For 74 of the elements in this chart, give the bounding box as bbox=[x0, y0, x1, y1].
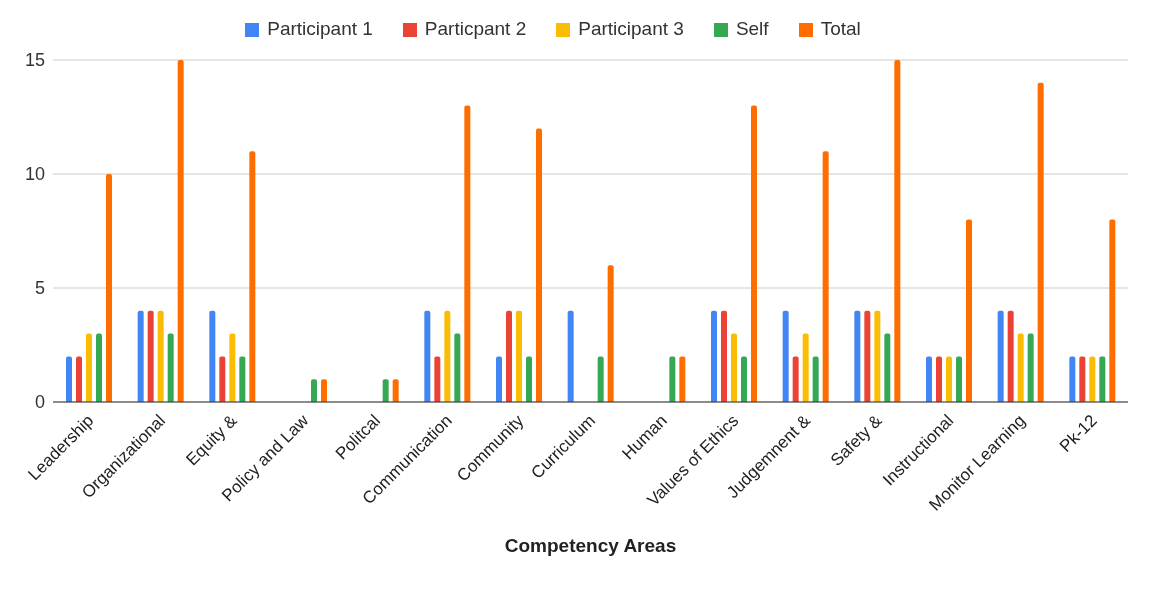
bar bbox=[1109, 219, 1116, 402]
bar bbox=[1017, 333, 1024, 402]
bar bbox=[106, 174, 112, 402]
bar bbox=[782, 310, 789, 402]
bar bbox=[76, 356, 82, 402]
bar bbox=[864, 310, 871, 402]
y-tick-label: 15 bbox=[24, 50, 45, 71]
bar bbox=[311, 379, 317, 402]
bar bbox=[997, 310, 1004, 402]
bar bbox=[956, 356, 962, 402]
bar bbox=[526, 356, 532, 402]
bar bbox=[1027, 333, 1034, 402]
bar bbox=[219, 356, 226, 402]
bar bbox=[66, 356, 72, 402]
bar bbox=[167, 333, 174, 402]
bar bbox=[926, 356, 932, 402]
bar bbox=[1079, 356, 1086, 402]
bar bbox=[1007, 310, 1014, 402]
bar bbox=[802, 333, 809, 402]
bar bbox=[936, 356, 942, 402]
bar bbox=[506, 310, 512, 402]
bar bbox=[751, 105, 757, 402]
bar bbox=[679, 356, 686, 402]
bar bbox=[464, 105, 471, 402]
bar bbox=[382, 379, 389, 402]
bar bbox=[946, 356, 952, 402]
bar bbox=[1069, 356, 1076, 402]
bar bbox=[792, 356, 799, 402]
x-axis-title: Competency Areas bbox=[504, 535, 677, 556]
bar bbox=[884, 333, 891, 402]
bar bbox=[147, 310, 154, 402]
y-tick-label: 10 bbox=[24, 164, 45, 185]
bar bbox=[966, 219, 972, 402]
legend-label: Particpant 2 bbox=[424, 18, 527, 39]
bar bbox=[321, 379, 327, 402]
bar bbox=[249, 151, 256, 402]
bar bbox=[731, 333, 737, 402]
bar bbox=[741, 356, 747, 402]
legend-label: Self bbox=[735, 18, 769, 39]
bar bbox=[567, 310, 574, 402]
bar bbox=[239, 356, 246, 402]
bar bbox=[894, 60, 901, 402]
bar bbox=[874, 310, 881, 402]
legend-label: Participant 3 bbox=[578, 18, 684, 39]
legend-label: Total bbox=[820, 18, 861, 39]
bar bbox=[229, 333, 236, 402]
bar bbox=[536, 128, 542, 402]
bar bbox=[597, 356, 604, 402]
bar bbox=[1099, 356, 1106, 402]
bar bbox=[209, 310, 216, 402]
bar bbox=[444, 310, 451, 402]
y-tick-label: 0 bbox=[34, 392, 45, 413]
bar bbox=[96, 333, 102, 402]
bar bbox=[607, 265, 614, 402]
bar bbox=[1037, 82, 1044, 402]
bar bbox=[721, 310, 727, 402]
bar bbox=[812, 356, 819, 402]
bar bbox=[177, 60, 184, 402]
bar bbox=[137, 310, 144, 402]
legend-label: Participant 1 bbox=[267, 18, 373, 39]
bar bbox=[711, 310, 717, 402]
bar bbox=[1089, 356, 1096, 402]
bar bbox=[496, 356, 502, 402]
bar bbox=[822, 151, 829, 402]
bar bbox=[86, 333, 92, 402]
y-tick-label: 5 bbox=[34, 278, 45, 299]
bar bbox=[157, 310, 164, 402]
bar bbox=[434, 356, 441, 402]
bar bbox=[669, 356, 676, 402]
bar bbox=[854, 310, 861, 402]
bar bbox=[424, 310, 431, 402]
bar bbox=[516, 310, 522, 402]
bar bbox=[454, 333, 461, 402]
bar bbox=[392, 379, 399, 402]
